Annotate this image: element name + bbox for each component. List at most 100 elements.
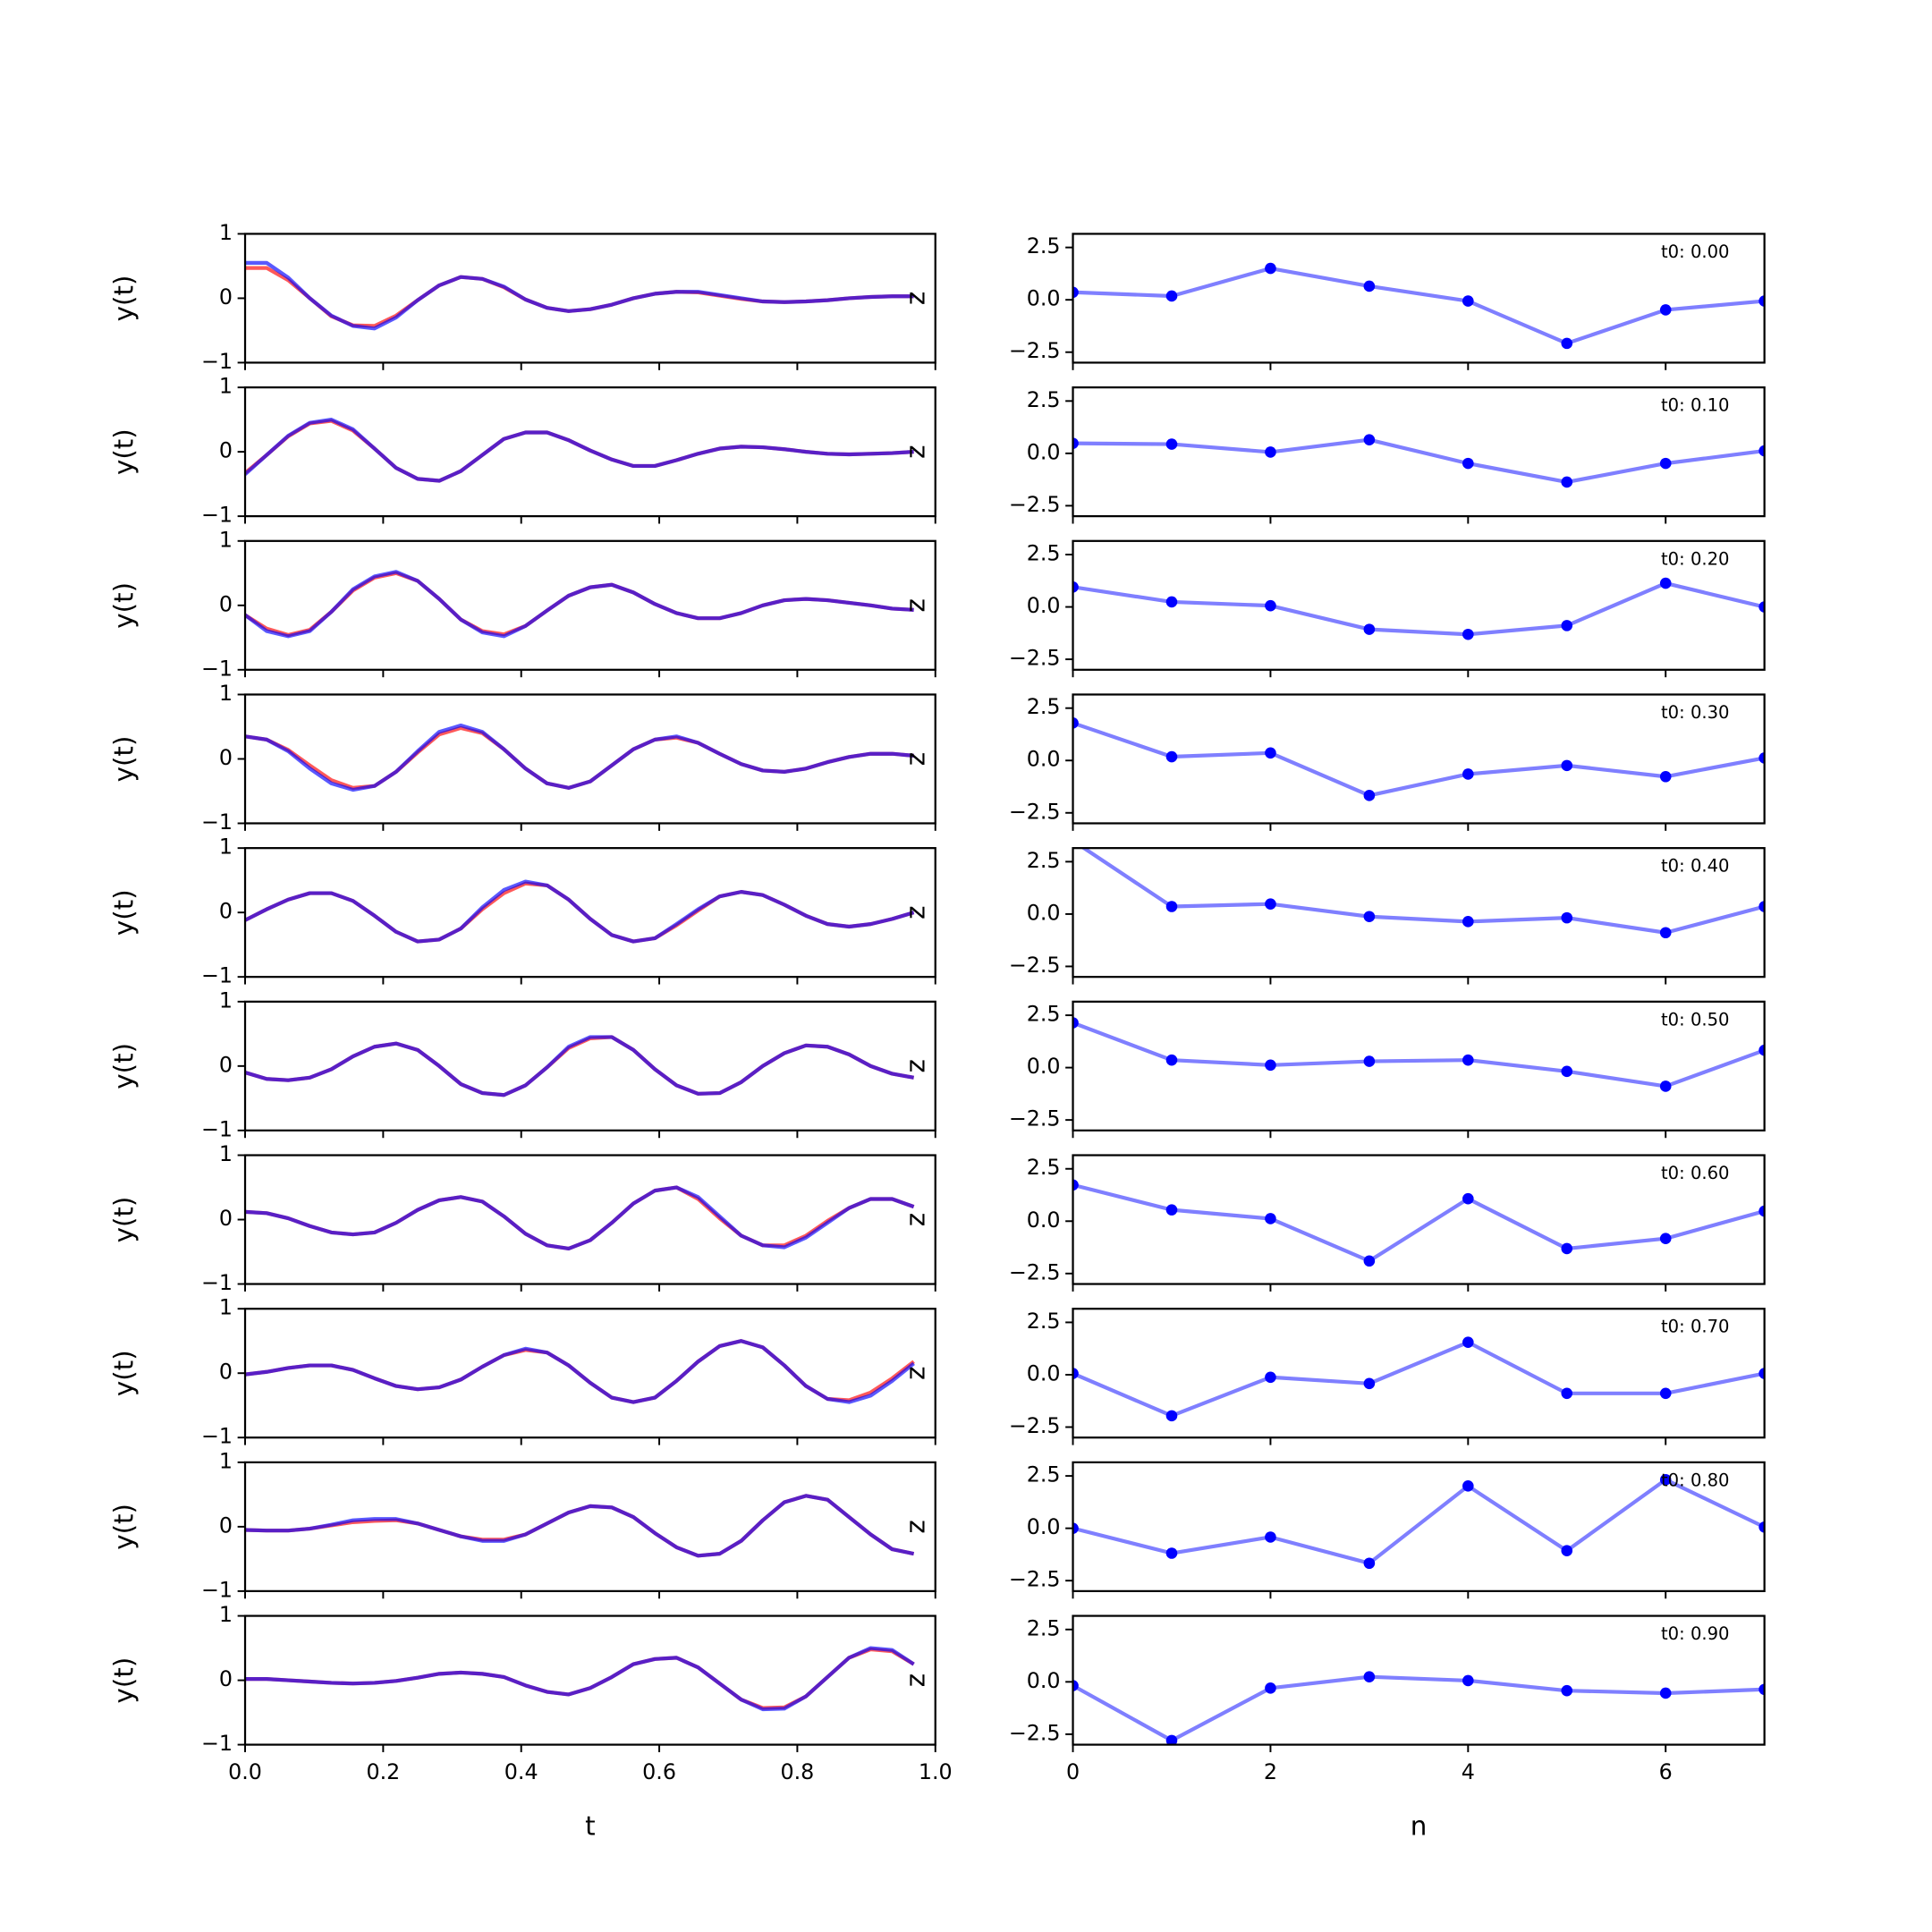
panel: −1 0 1 y(t) (108, 374, 936, 528)
x-tick-label: 0.4 (504, 1759, 538, 1784)
y-tick-label: 2.5 (1027, 1615, 1061, 1640)
x-axis-label: t (585, 1810, 596, 1841)
y-tick-label: 1 (219, 1295, 233, 1320)
y-tick-label: 1 (219, 374, 233, 399)
y-axis-label: y(t) (108, 889, 139, 936)
y-tick-label: 0.0 (1027, 747, 1061, 772)
point (1363, 1671, 1376, 1682)
panel: −2.5 0.0 2.5 z t0: 0.40 (900, 847, 1766, 985)
point (1265, 446, 1276, 458)
point (1363, 1055, 1376, 1067)
point (1561, 759, 1573, 772)
point (1072, 1680, 1079, 1691)
panel: −1 0 1 y(t) (108, 1295, 936, 1449)
y-tick-label: 2.5 (1027, 1462, 1061, 1487)
y-tick-label: −1 (201, 1424, 233, 1449)
y-axis-label: z (900, 905, 930, 919)
point (1758, 295, 1765, 307)
point (1265, 1059, 1276, 1072)
point (1165, 1410, 1178, 1422)
plot-area (1072, 1017, 1765, 1092)
annotation: t0: 0.00 (1661, 242, 1729, 262)
point (1363, 1557, 1376, 1570)
panel: −2.5 0.0 2.5 z t0: 0.70 (900, 1308, 1766, 1445)
point (1072, 717, 1079, 729)
point (1072, 1017, 1079, 1029)
point (1561, 1065, 1573, 1078)
point (1363, 623, 1376, 635)
y-tick-label: −2.5 (1009, 1259, 1061, 1284)
y-tick-label: 0.0 (1027, 1360, 1061, 1385)
panel: −2.5 0.0 2.5 z t0: 0.00 (900, 233, 1766, 370)
point (1561, 1545, 1573, 1556)
y-tick-label: 0 (219, 438, 233, 463)
x-tick-label: 0.2 (366, 1759, 400, 1784)
y-tick-label: 2.5 (1027, 541, 1061, 566)
axes-frame (1072, 233, 1766, 364)
point (1165, 596, 1178, 608)
plot-area (1072, 1474, 1765, 1570)
y-tick-label: 0.0 (1027, 900, 1061, 925)
panel: −1 0 1 y(t) (108, 987, 936, 1141)
point (1659, 1080, 1672, 1092)
x-tick-label: 0.8 (781, 1759, 815, 1784)
y-axis-label: z (900, 1213, 930, 1226)
panel: −2.5 0.0 2.5 z t0: 0.60 (900, 1154, 1766, 1292)
point (1561, 911, 1573, 924)
y-axis-label: z (900, 598, 930, 612)
panel: −1 0 1 y(t) (108, 220, 936, 374)
plot-area (245, 260, 914, 331)
y-tick-label: −2.5 (1009, 953, 1061, 978)
point (1165, 1204, 1178, 1216)
x-tick-label: 0 (1066, 1759, 1080, 1784)
x-tick-label: 4 (1462, 1759, 1475, 1784)
point (1659, 1233, 1672, 1245)
point (1265, 747, 1276, 759)
plot-area (1072, 577, 1765, 640)
y-tick-label: 2.5 (1027, 848, 1061, 873)
axes-frame (1072, 1461, 1766, 1593)
y-axis-label: y(t) (108, 1350, 139, 1396)
point (1659, 770, 1672, 783)
y-tick-label: −2.5 (1009, 338, 1061, 363)
axes-frame (1072, 539, 1766, 671)
point (1165, 1054, 1178, 1066)
annotation: t0: 0.90 (1661, 1623, 1729, 1644)
point (1265, 599, 1276, 612)
y-axis-label: z (900, 1674, 930, 1687)
y-axis-label: z (900, 1520, 930, 1533)
point (1561, 476, 1573, 488)
series-line (245, 1339, 915, 1404)
point (1462, 295, 1474, 307)
y-tick-label: 0.0 (1027, 1208, 1061, 1233)
y-tick-label: −1 (201, 1270, 233, 1295)
y-axis-label: z (900, 752, 930, 766)
point (1462, 628, 1474, 640)
panel: −1 0 1 y(t) (108, 1141, 936, 1295)
y-tick-label: 2.5 (1027, 1155, 1061, 1180)
y-tick-label: −2.5 (1009, 646, 1061, 671)
panel: −1 0 1 y(t) (108, 681, 936, 835)
annotation: t0: 0.60 (1661, 1163, 1729, 1183)
y-tick-label: −1 (201, 503, 233, 528)
point (1659, 1474, 1672, 1486)
x-tick-label: 6 (1659, 1759, 1673, 1784)
point (1659, 927, 1672, 939)
y-tick-label: −1 (201, 1731, 233, 1756)
point (1265, 1682, 1276, 1694)
y-tick-label: 2.5 (1027, 1002, 1061, 1027)
series-line (245, 1494, 915, 1558)
point (1462, 1674, 1474, 1687)
point (1072, 437, 1079, 449)
plot-area (245, 1185, 915, 1251)
y-tick-label: −1 (201, 349, 233, 374)
point (1165, 901, 1178, 912)
y-tick-label: 1 (219, 987, 233, 1013)
panel: −2.5 0.0 2.5 z t0: 0.20 (900, 539, 1766, 678)
point (1265, 1531, 1276, 1543)
point (1165, 1734, 1178, 1745)
y-axis-label: y(t) (108, 1504, 139, 1550)
point (1659, 1687, 1672, 1699)
